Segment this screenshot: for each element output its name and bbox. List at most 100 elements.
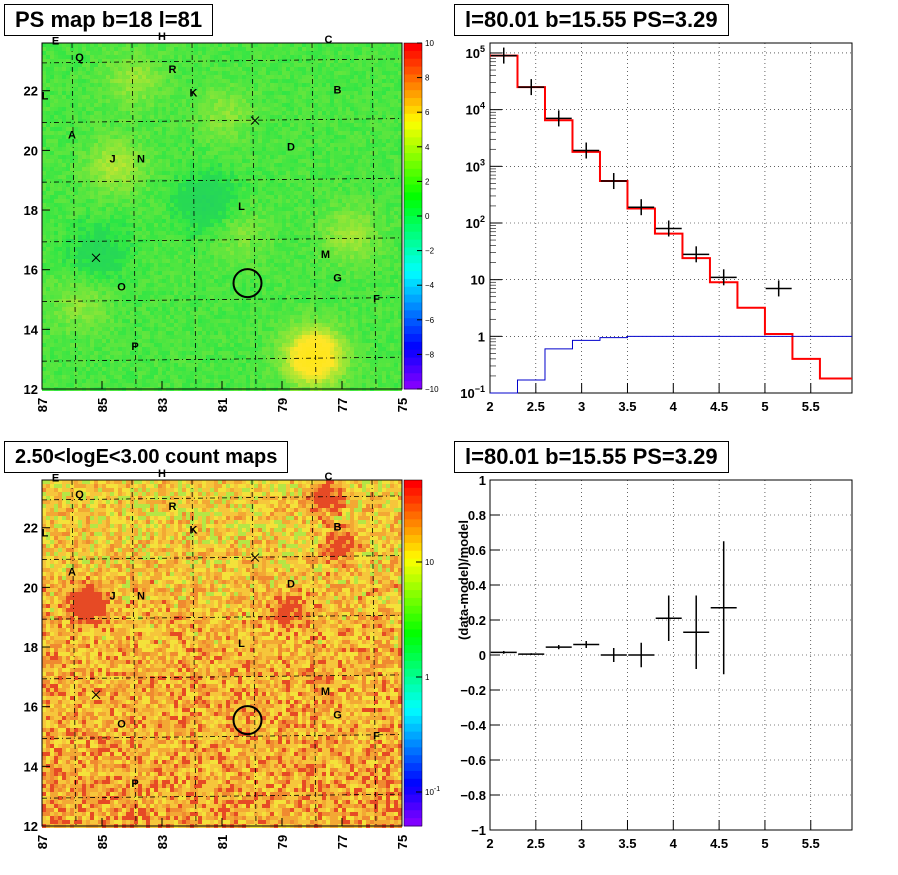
map-pixel	[210, 107, 214, 111]
map-pixel	[382, 63, 386, 67]
map-pixel	[290, 187, 294, 191]
map-pixel	[370, 63, 374, 67]
map-pixel	[250, 87, 254, 91]
map-pixel	[142, 175, 146, 179]
map-pixel	[226, 103, 230, 107]
map-pixel	[306, 183, 310, 187]
map-pixel	[338, 211, 342, 215]
map-pixel	[246, 103, 250, 107]
map-pixel	[290, 243, 294, 247]
map-pixel	[238, 175, 242, 179]
map-pixel	[202, 263, 206, 267]
map-pixel	[58, 235, 62, 239]
map-pixel	[146, 95, 150, 99]
map-pixel	[158, 207, 162, 211]
map-pixel	[366, 175, 370, 179]
map-pixel	[150, 155, 154, 159]
map-pixel	[214, 199, 218, 203]
map-pixel	[106, 135, 110, 139]
map-pixel	[382, 183, 386, 187]
map-pixel	[358, 119, 362, 123]
map-pixel	[70, 247, 74, 251]
map-pixel	[314, 179, 318, 183]
map-pixel	[258, 59, 262, 63]
map-pixel	[66, 131, 70, 135]
map-pixel	[270, 195, 274, 199]
map-pixel	[146, 87, 150, 91]
map-pixel	[370, 175, 374, 179]
map-pixel	[318, 47, 322, 51]
map-pixel	[310, 123, 314, 127]
map-pixel	[190, 211, 194, 215]
map-pixel	[270, 151, 274, 155]
map-pixel	[386, 95, 390, 99]
map-pixel	[342, 143, 346, 147]
map-pixel	[222, 143, 226, 147]
map-pixel	[394, 163, 398, 167]
map-pixel	[266, 67, 270, 71]
map-pixel	[270, 239, 274, 243]
map-pixel	[142, 91, 146, 95]
map-pixel	[322, 83, 326, 87]
map-pixel	[86, 191, 90, 195]
map-pixel	[178, 179, 182, 183]
map-pixel	[278, 83, 282, 87]
map-pixel	[222, 55, 226, 59]
map-pixel	[358, 231, 362, 235]
map-pixel	[122, 183, 126, 187]
map-pixel	[362, 139, 366, 143]
map-pixel	[318, 211, 322, 215]
map-pixel	[74, 43, 78, 47]
map-pixel	[398, 139, 402, 143]
map-pixel	[178, 187, 182, 191]
map-pixel	[254, 115, 258, 119]
map-pixel	[290, 163, 294, 167]
map-pixel	[358, 147, 362, 151]
map-pixel	[162, 147, 166, 151]
map-pixel	[258, 175, 262, 179]
map-pixel	[78, 63, 82, 67]
map-pixel	[130, 223, 134, 227]
map-pixel	[130, 127, 134, 131]
map-pixel	[210, 143, 214, 147]
map-pixel	[90, 103, 94, 107]
map-pixel	[94, 227, 98, 231]
map-pixel	[166, 223, 170, 227]
map-pixel	[378, 83, 382, 87]
map-pixel	[46, 263, 50, 267]
map-pixel	[278, 231, 282, 235]
map-pixel	[274, 151, 278, 155]
map-pixel	[326, 167, 330, 171]
map-pixel	[166, 259, 170, 263]
map-pixel	[110, 135, 114, 139]
map-pixel	[170, 51, 174, 55]
map-pixel	[286, 63, 290, 67]
map-pixel	[346, 255, 350, 259]
map-pixel	[298, 71, 302, 75]
map-pixel	[254, 203, 258, 207]
map-pixel	[334, 115, 338, 119]
map-pixel	[174, 151, 178, 155]
map-pixel	[130, 87, 134, 91]
map-pixel	[278, 87, 282, 91]
map-pixel	[346, 115, 350, 119]
map-pixel	[342, 171, 346, 175]
map-pixel	[214, 43, 218, 47]
map-pixel	[382, 95, 386, 99]
map-pixel	[94, 135, 98, 139]
map-pixel	[370, 151, 374, 155]
map-pixel	[162, 59, 166, 63]
map-pixel	[250, 227, 254, 231]
map-pixel	[134, 111, 138, 115]
map-pixel	[374, 199, 378, 203]
map-pixel	[234, 191, 238, 195]
map-pixel	[106, 51, 110, 55]
map-pixel	[46, 151, 50, 155]
map-pixel	[90, 51, 94, 55]
map-pixel	[302, 95, 306, 99]
map-pixel	[114, 115, 118, 119]
map-pixel	[254, 55, 258, 59]
map-pixel	[198, 219, 202, 223]
map-pixel	[242, 103, 246, 107]
map-pixel	[70, 251, 74, 255]
